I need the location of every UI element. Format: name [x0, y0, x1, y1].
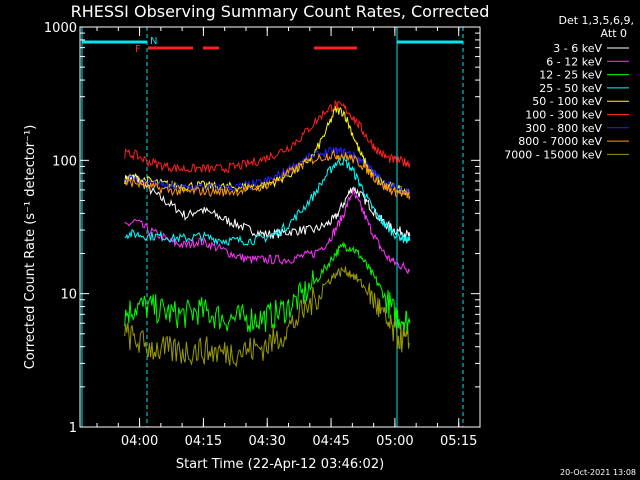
- series-line-800-7000-kev: [124, 149, 411, 200]
- series-line-12-25-kev: [124, 241, 411, 335]
- series-line-300-800-kev: [124, 146, 411, 196]
- legend-header-1: Det 1,3,5,6,9,: [558, 14, 634, 27]
- x-tick-label: 04:30: [248, 434, 285, 449]
- x-tick-label: 04:00: [121, 434, 158, 449]
- flag-label-n: N: [150, 36, 157, 47]
- y-tick-label: 100: [52, 154, 77, 169]
- legend-label: 3 - 6 keV: [553, 42, 602, 55]
- legend-label: 6 - 12 keV: [546, 55, 602, 68]
- y-axis-label: Corrected Count Rate (s⁻¹ detector⁻¹): [23, 125, 38, 370]
- legend-label: 50 - 100 keV: [532, 95, 602, 108]
- legend-label: 800 - 7000 keV: [518, 135, 602, 148]
- legend-label: 12 - 25 keV: [539, 69, 602, 82]
- plot-frame: [79, 26, 481, 428]
- legend-label: 100 - 300 keV: [525, 109, 602, 122]
- footer-timestamp: 20-Oct-2021 13:08: [560, 468, 636, 477]
- x-tick-label: 05:00: [376, 434, 413, 449]
- y-tick-label: 1: [69, 421, 77, 436]
- legend-label: 25 - 50 keV: [539, 82, 602, 95]
- legend-label: 300 - 800 keV: [525, 122, 602, 135]
- axes: 1 10 100 1000 04:00 04:15 04:30 04:45 05:00 05:15: [44, 21, 481, 449]
- legend-label: 7000 - 15000 keV: [504, 148, 602, 161]
- series-line-7000-15000-kev: [124, 266, 410, 368]
- chart-title: RHESSI Observing Summary Count Rates, Co…: [71, 2, 490, 21]
- flag-label-f: F: [135, 44, 141, 55]
- plot-area: FN: [81, 27, 464, 427]
- x-tick-label: 04:45: [312, 434, 349, 449]
- series-line-6-12-kev: [124, 188, 411, 275]
- x-tick-label: 04:15: [185, 434, 222, 449]
- x-tick-label: 05:15: [440, 434, 477, 449]
- y-tick-label: 1000: [44, 21, 77, 36]
- series-line-25-50-kev: [124, 156, 411, 246]
- y-tick-label: 10: [60, 288, 77, 303]
- legend-header-2: Att 0: [601, 27, 627, 40]
- x-axis-label: Start Time (22-Apr-12 03:46:02): [176, 457, 384, 472]
- series-line-100-300-kev: [124, 99, 411, 174]
